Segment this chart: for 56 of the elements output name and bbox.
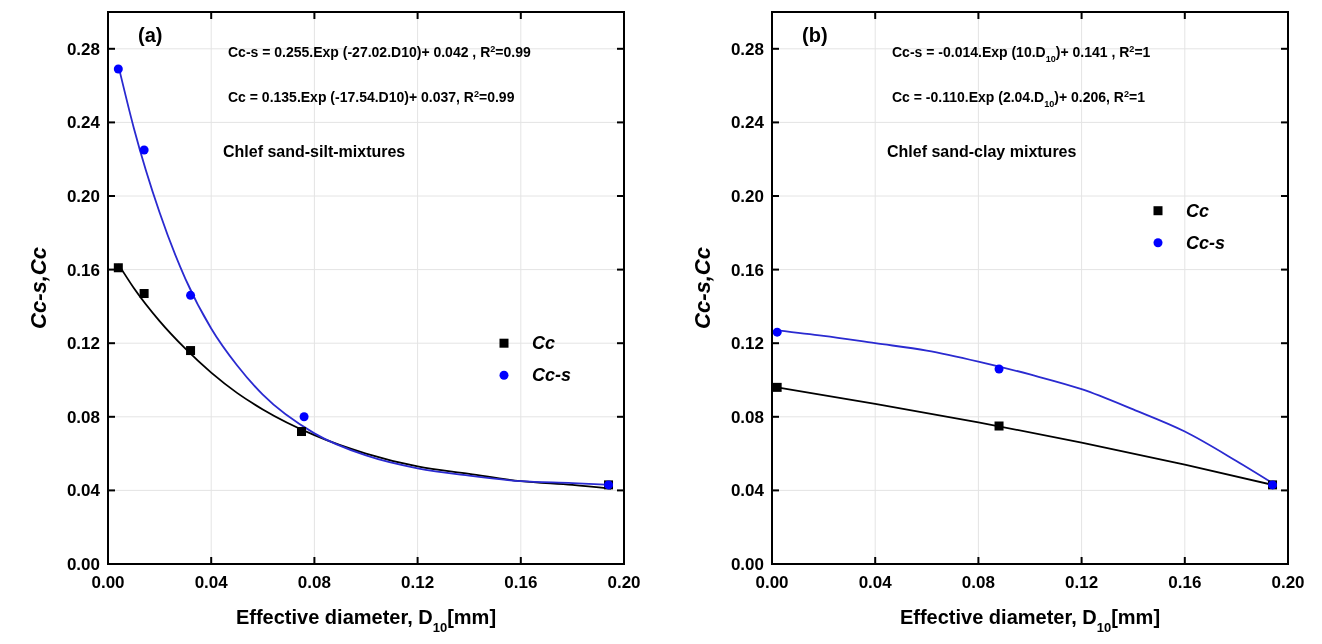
point xyxy=(139,145,149,155)
y-tick-label: 0.12 xyxy=(730,334,764,354)
y-tick-label: 0.20 xyxy=(730,187,764,206)
y-tick-label: 0.04 xyxy=(66,481,101,501)
point xyxy=(994,421,1004,431)
x-tick-label: 0.00 xyxy=(91,573,125,592)
annotation: Cc-s = -0.014.Exp (10.D$_{10}$)+ 0.141 , R$^{2}$=1 xyxy=(892,44,1151,64)
annotation: Cc-s = 0.255.Exp (-27.02.D10)+ 0.042 , R$^{2}$=0.99 xyxy=(228,44,531,60)
annotation: Cc = -0.110.Exp (2.04.D$_{10}$)+ 0.206, R$^{2}$=1 xyxy=(892,89,1146,109)
y-tick-label: 0.00 xyxy=(66,555,100,574)
y-tick-label: 0.16 xyxy=(730,260,764,280)
x-axis-title: Effective diameter, D$_{10}$[mm] xyxy=(235,606,497,635)
y-tick-label: 0.04 xyxy=(730,481,765,501)
legend-label: Cc-s xyxy=(532,365,572,386)
point xyxy=(772,382,782,392)
x-tick-label: 0.16 xyxy=(504,573,538,592)
annotation: Cc = 0.135.Exp (-17.54.D10)+ 0.037, R$^{2}$=0.99 xyxy=(228,89,515,105)
x-tick-label: 0.20 xyxy=(607,573,641,592)
y-axis-title: Cc-s,Cc xyxy=(690,247,715,329)
point xyxy=(186,346,196,356)
y-tick-label: 0.24 xyxy=(730,113,765,133)
y-tick-label: 0.28 xyxy=(66,39,100,59)
point xyxy=(297,427,306,437)
x-tick-label: 0.04 xyxy=(858,573,893,592)
x-tick-label: 0.20 xyxy=(1271,573,1305,592)
x-tick-label: 0.08 xyxy=(297,573,331,592)
legend-label: Cc xyxy=(532,333,556,354)
annotation: Chlef sand-silt-mixtures xyxy=(223,143,406,160)
y-tick-label: 0.20 xyxy=(66,187,100,206)
x-tick-label: 0.04 xyxy=(194,573,229,592)
x-axis-title: Effective diameter, D$_{10}$[mm] xyxy=(899,606,1161,635)
y-tick-label: 0.08 xyxy=(66,407,100,427)
point xyxy=(113,263,123,273)
y-tick-label: 0.12 xyxy=(66,334,100,354)
y-tick-label: 0.00 xyxy=(730,555,764,574)
point xyxy=(994,364,1004,374)
x-tick-label: 0.16 xyxy=(1168,573,1202,592)
y-tick-label: 0.16 xyxy=(66,260,100,280)
annotation: (b) xyxy=(802,24,828,46)
x-tick-label: 0.08 xyxy=(961,573,995,592)
annotation: (a) xyxy=(138,24,163,46)
y-tick-label: 0.28 xyxy=(730,39,764,59)
annotation: Chlef sand-clay mixtures xyxy=(887,143,1077,160)
point xyxy=(299,412,309,422)
x-tick-label: 0.12 xyxy=(1065,573,1099,592)
legend-label: Cc-s xyxy=(1186,232,1226,253)
point xyxy=(772,327,782,337)
point xyxy=(113,64,123,74)
x-tick-label: 0.12 xyxy=(401,573,435,592)
y-axis-title: Cc-s,Cc xyxy=(26,247,51,329)
x-tick-label: 0.00 xyxy=(755,573,789,592)
point xyxy=(139,289,149,299)
legend-label: Cc xyxy=(1186,200,1210,221)
y-tick-label: 0.08 xyxy=(730,407,764,427)
y-tick-label: 0.24 xyxy=(66,113,101,133)
point xyxy=(186,290,196,300)
